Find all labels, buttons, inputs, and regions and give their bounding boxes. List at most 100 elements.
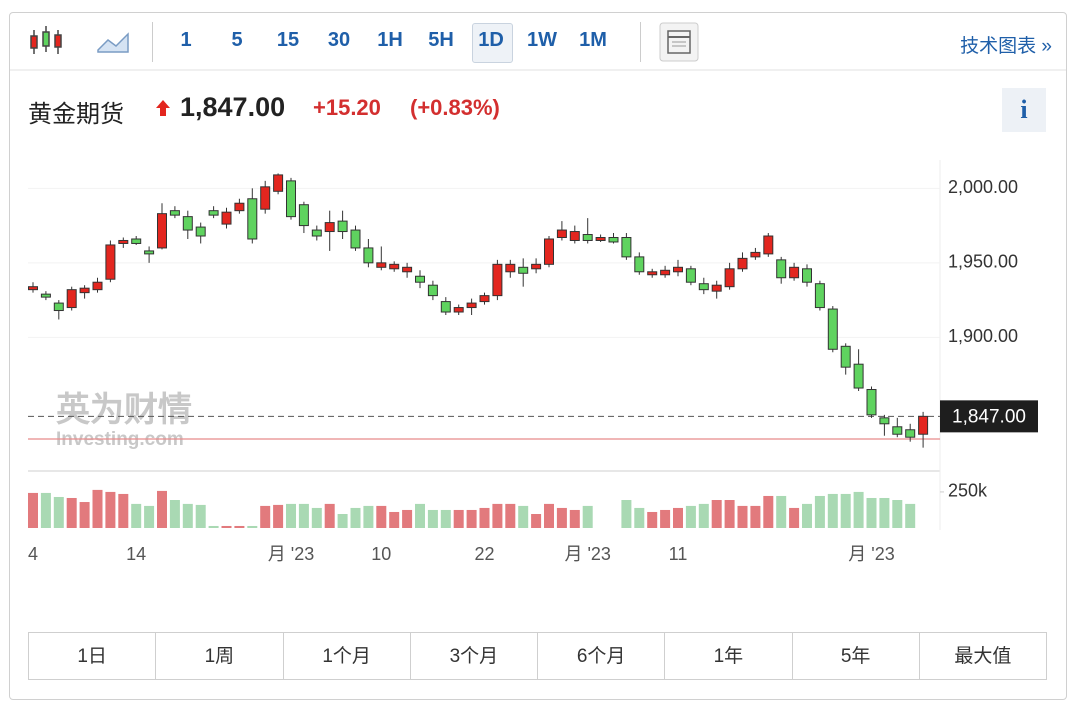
candle-body: [298, 204, 309, 227]
candle-body: [673, 266, 683, 273]
interval-button[interactable]: 5H: [428, 29, 454, 51]
candle-body: [776, 259, 787, 279]
volume-bar: [144, 505, 155, 528]
volume-bar: [157, 490, 167, 528]
candle-body: [195, 226, 206, 237]
interval-button[interactable]: 1: [180, 29, 192, 51]
candle-body: [918, 415, 929, 435]
y-tick-label: 1,950.00: [948, 252, 1018, 272]
range-button[interactable]: 1日: [28, 632, 157, 680]
layout-icon[interactable]: [659, 22, 699, 62]
interval-button[interactable]: 1W: [527, 29, 557, 51]
volume-bar: [221, 525, 232, 528]
volume-bar: [169, 500, 180, 528]
volume-bar: [324, 503, 335, 528]
range-button[interactable]: 最大值: [918, 632, 1047, 680]
interval-button[interactable]: 1D: [478, 29, 504, 51]
volume-bar: [582, 505, 593, 528]
x-tick-label: 4: [28, 544, 38, 564]
volume-bar: [544, 503, 554, 528]
volume-bar: [286, 503, 296, 528]
volume-bar: [350, 507, 361, 528]
candle-body: [866, 389, 877, 416]
volume-bar: [750, 505, 761, 528]
volume-bar: [453, 509, 464, 528]
x-tick-label: 月 '23: [268, 544, 314, 564]
candle-body: [479, 295, 490, 303]
volume-bar: [195, 504, 206, 528]
volume-bar: [711, 500, 722, 528]
interval-button[interactable]: 15: [276, 29, 300, 51]
candle-body: [105, 244, 116, 280]
volume-bar: [892, 500, 903, 528]
volume-bar: [802, 503, 812, 528]
volume-bar: [698, 503, 709, 528]
range-button[interactable]: 1周: [155, 632, 284, 680]
info-button[interactable]: i: [1002, 88, 1046, 132]
candle-body: [118, 239, 129, 244]
volume-bar: [634, 507, 645, 528]
candle-body: [286, 180, 296, 218]
candle-body: [789, 266, 800, 279]
volume-bar: [866, 497, 877, 528]
volume-bar: [260, 505, 271, 528]
interval-button[interactable]: 1M: [579, 29, 607, 51]
range-button[interactable]: 3个月: [409, 632, 538, 680]
volume-bar: [505, 503, 516, 528]
candle-body: [453, 307, 464, 313]
candle-body: [647, 271, 658, 276]
x-tick-label: 月 '23: [564, 544, 610, 564]
volume-bar: [208, 525, 219, 528]
candle-body: [879, 417, 890, 425]
line-icon[interactable]: [97, 32, 129, 53]
range-button[interactable]: 1个月: [282, 632, 411, 680]
volume-bar: [827, 493, 838, 528]
candle-body: [363, 247, 374, 264]
candle-body: [28, 286, 38, 291]
candle-body: [273, 174, 284, 192]
volume-bar: [724, 500, 735, 528]
up-arrow: [156, 100, 170, 116]
x-tick-label: 22: [474, 544, 494, 564]
change-percent: (+0.83%): [410, 95, 500, 120]
candle-body: [92, 281, 103, 291]
instrument-name: 黄金期货: [28, 101, 124, 128]
volume-bar: [466, 509, 477, 528]
candle-body: [234, 202, 245, 212]
candle-body: [260, 186, 271, 210]
candle-body: [415, 275, 425, 283]
volume-bar: [492, 503, 503, 528]
interval-button[interactable]: 30: [327, 29, 351, 51]
range-button[interactable]: 5年: [791, 632, 920, 680]
candle-body: [221, 211, 232, 225]
volume-bar: [660, 509, 671, 528]
candle-body: [376, 262, 387, 268]
volume-bar: [363, 505, 374, 528]
candle-body: [157, 213, 167, 249]
candle-body: [634, 256, 645, 273]
range-button[interactable]: 1年: [664, 632, 793, 680]
candle-body: [505, 263, 516, 273]
y2-tick-label: 250k: [948, 481, 988, 501]
volume-bar: [569, 509, 580, 528]
price-tag-box: [940, 400, 1038, 433]
candle-body: [466, 302, 477, 309]
volume-bar: [853, 491, 864, 528]
candle-body: [324, 222, 335, 233]
technical-chart-link[interactable]: 技术图表 »: [960, 36, 1052, 57]
interval-button[interactable]: 5: [231, 29, 243, 51]
candle-body: [337, 220, 348, 233]
interval-button[interactable]: 1H: [377, 29, 403, 51]
volume-bar: [92, 489, 103, 528]
candle-body: [440, 301, 451, 313]
candle-body: [827, 308, 838, 350]
widget-card: [9, 12, 1067, 700]
range-button[interactable]: 6个月: [537, 632, 666, 680]
candle-body: [40, 293, 51, 298]
candle-body: [208, 210, 219, 216]
x-tick-label: 14: [126, 544, 146, 564]
candle-body: [518, 266, 529, 274]
volume-bar: [337, 514, 348, 528]
candle-body: [531, 263, 542, 270]
volume-bar: [105, 491, 116, 528]
